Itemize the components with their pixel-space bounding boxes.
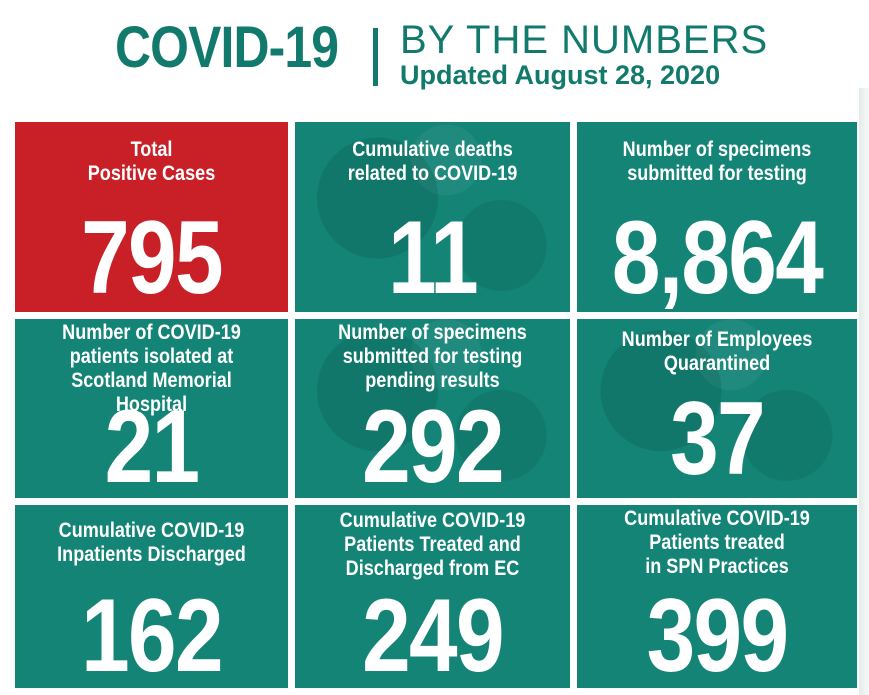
stat-label: Number of specimens submitted for testin… [597,138,838,186]
stats-grid: Total Positive Cases 795 Cumulative deat… [15,122,857,688]
stat-tile-patients-isolated: Number of COVID-19 patients isolated at … [15,319,288,498]
stat-tile-total-positive-cases: Total Positive Cases 795 [15,122,288,312]
stat-value: 21 [104,389,200,498]
header: COVID-19 BY THE NUMBERS Updated August 2… [0,0,869,110]
page-edge-shadow [859,88,869,695]
stat-label-line: Patients Treated and [344,533,521,556]
stat-value: 795 [81,200,223,312]
stat-label: Cumulative COVID-19 Inpatients Discharge… [34,519,269,567]
stat-label: Total Positive Cases [34,138,269,186]
stat-label-line: submitted for testing [627,162,807,185]
stat-label-line: Number of specimens [622,138,812,161]
stat-value: 37 [670,381,765,497]
stat-label: Cumulative COVID-19 Patients Treated and… [314,509,551,581]
stat-tile-inpatients-discharged: Cumulative COVID-19 Inpatients Discharge… [15,505,288,688]
stat-tile-specimens-pending: Number of specimens submitted for testin… [295,319,570,498]
stat-value: 162 [81,578,223,688]
stat-label-line: Number of COVID-19 [62,321,241,344]
stat-value: 8,864 [611,200,824,312]
page-title: COVID-19 [115,15,339,80]
stat-label: Number of specimens submitted for testin… [314,321,551,393]
stat-value: 292 [362,389,504,498]
stat-value: 399 [646,578,789,688]
stat-label-line: Quarantined [663,352,771,375]
stat-label-line: Discharged from EC [345,557,520,580]
stat-label: Number of COVID-19 patients isolated at … [34,321,269,417]
stat-label: Number of Employees Quarantined [597,328,838,376]
stat-value: 11 [387,200,479,312]
stat-label-line: Scotland Memorial Hospital [71,369,232,416]
page-subtitle: BY THE NUMBERS [400,18,769,62]
updated-date: Updated August 28, 2020 [400,60,721,90]
stat-label-line: Inpatients Discharged [57,543,246,566]
stat-tile-employees-quarantined: Number of Employees Quarantined 37 [577,319,857,498]
stat-label-line: Cumulative COVID-19 [624,507,810,530]
stat-label-line: patients isolated at [69,345,234,368]
stat-label-line: Cumulative deaths [352,138,513,161]
title-divider [373,28,378,86]
stat-label-line: Number of Employees [621,328,813,351]
stat-tile-treated-discharged-ec: Cumulative COVID-19 Patients Treated and… [295,505,570,688]
stat-label-line: Total [130,138,173,161]
stat-tile-cumulative-deaths: Cumulative deaths related to COVID-19 11 [295,122,570,312]
stat-label-line: related to COVID-19 [347,162,518,185]
stat-label-line: in SPN Practices [645,555,789,578]
stat-label-line: pending results [365,369,500,392]
stat-label-line: Number of specimens [338,321,527,344]
stat-label-line: submitted for testing [342,345,523,368]
stat-label: Cumulative COVID-19 Patients treated in … [597,507,838,579]
stat-tile-specimens-submitted: Number of specimens submitted for testin… [577,122,857,312]
stat-label-line: Cumulative COVID-19 [339,509,526,532]
stat-label-line: Patients treated [649,531,785,554]
stat-label-line: Positive Cases [87,162,216,185]
stat-tile-treated-spn-practices: Cumulative COVID-19 Patients treated in … [577,505,857,688]
stat-value: 249 [362,578,504,688]
stat-label: Cumulative deaths related to COVID-19 [314,138,551,186]
stat-label-line: Cumulative COVID-19 [58,519,245,542]
